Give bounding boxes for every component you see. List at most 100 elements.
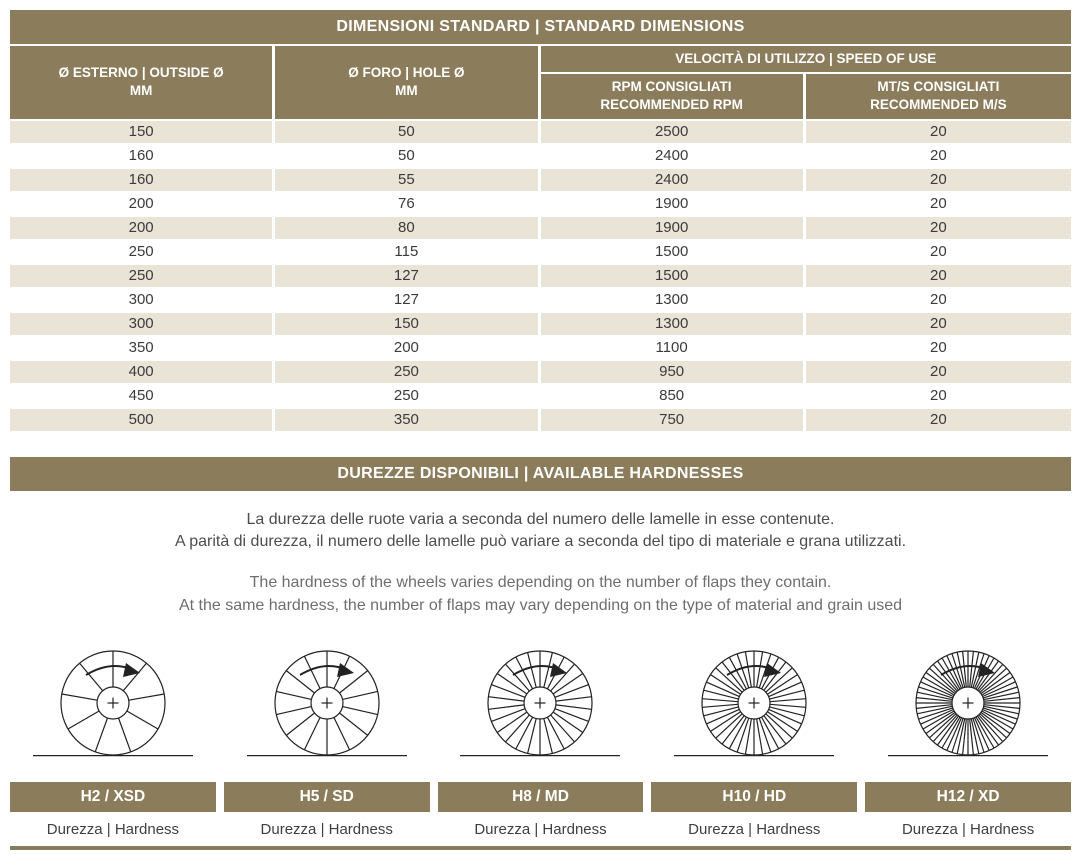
cell-recommended-ms: 20 xyxy=(805,288,1071,313)
cell-outside-diameter: 400 xyxy=(10,360,276,385)
hardness-title: DUREZZE DISPONIBILI | AVAILABLE HARDNESS… xyxy=(10,456,1071,491)
standard-dimensions-title: DIMENSIONI STANDARD | STANDARD DIMENSION… xyxy=(10,10,1071,44)
table-row: 160 55 2400 20 xyxy=(10,168,1071,193)
hardness-items: H2 / XSD Durezza | Hardness H5 / SD Dure… xyxy=(10,646,1071,838)
cell-outside-diameter: 250 xyxy=(10,240,276,265)
section-gap xyxy=(10,433,1071,457)
cell-recommended-rpm: 1500 xyxy=(540,240,806,265)
cell-recommended-ms: 20 xyxy=(805,408,1071,433)
cell-hole-diameter: 150 xyxy=(275,312,541,337)
cell-hole-diameter: 55 xyxy=(275,168,541,193)
flap-wheel-illustration xyxy=(28,646,198,764)
flap-wheel-illustration xyxy=(669,646,839,764)
cell-hole-diameter: 115 xyxy=(275,240,541,265)
flap-wheel-illustration xyxy=(883,646,1053,764)
header-recommended-rpm-line2: RECOMMENDED RPM xyxy=(600,97,743,113)
cell-recommended-ms: 20 xyxy=(805,264,1071,289)
table-row: 160 50 2400 20 xyxy=(10,144,1071,169)
header-outside-diameter-line1: Ø ESTERNO | OUTSIDE Ø xyxy=(58,65,224,81)
hardness-grade-label: H5 / SD xyxy=(223,781,430,812)
header-hole-diameter-line2: MM xyxy=(395,83,418,99)
dimensions-table: Ø ESTERNO | OUTSIDE Ø MM Ø FORO | HOLE Ø… xyxy=(10,46,1071,433)
dimensions-table-head: Ø ESTERNO | OUTSIDE Ø MM Ø FORO | HOLE Ø… xyxy=(10,46,1071,121)
cell-recommended-rpm: 750 xyxy=(540,408,806,433)
hardness-text-english-line2: At the same hardness, the number of flap… xyxy=(178,596,903,614)
hardness-item: H2 / XSD Durezza | Hardness xyxy=(10,646,216,838)
cell-outside-diameter: 450 xyxy=(10,384,276,409)
cell-hole-diameter: 76 xyxy=(275,192,541,217)
table-row: 350 200 1100 20 xyxy=(10,336,1071,361)
cell-hole-diameter: 80 xyxy=(275,216,541,241)
table-row: 300 127 1300 20 xyxy=(10,288,1071,313)
hardness-item: H12 / XD Durezza | Hardness xyxy=(865,646,1071,838)
flap-wheel-svg xyxy=(32,649,193,756)
table-row: 450 250 850 20 xyxy=(10,384,1071,409)
cell-recommended-rpm: 2400 xyxy=(540,168,806,193)
flap-wheel-svg xyxy=(246,649,407,756)
table-row: 150 50 2500 20 xyxy=(10,120,1071,145)
cell-recommended-ms: 20 xyxy=(805,336,1071,361)
flap-wheel-svg xyxy=(674,649,835,756)
cell-hole-diameter: 50 xyxy=(275,144,541,169)
cell-recommended-ms: 20 xyxy=(805,360,1071,385)
hardness-text-italian-line2: A parità di durezza, il numero delle lam… xyxy=(174,533,907,551)
header-recommended-ms: MT/S CONSIGLIATI RECOMMENDED M/S xyxy=(805,74,1071,121)
bottom-rule xyxy=(10,845,1071,850)
cell-outside-diameter: 300 xyxy=(10,288,276,313)
catalog-page: DIMENSIONI STANDARD | STANDARD DIMENSION… xyxy=(10,10,1071,850)
hardness-caption: Durezza | Hardness xyxy=(260,820,393,838)
header-outside-diameter-line2: MM xyxy=(129,83,153,99)
cell-recommended-ms: 20 xyxy=(805,312,1071,337)
cell-outside-diameter: 150 xyxy=(10,120,276,145)
cell-outside-diameter: 200 xyxy=(10,216,276,241)
cell-recommended-rpm: 950 xyxy=(540,360,806,385)
hardness-text-english: The hardness of the wheels varies depend… xyxy=(10,572,1071,617)
cell-hole-diameter: 250 xyxy=(275,384,541,409)
hardness-text-english-line1: The hardness of the wheels varies depend… xyxy=(249,574,832,592)
cell-recommended-ms: 20 xyxy=(805,168,1071,193)
flap-wheel-illustration xyxy=(242,646,412,764)
cell-outside-diameter: 350 xyxy=(10,336,276,361)
cell-recommended-ms: 20 xyxy=(805,120,1071,145)
cell-recommended-rpm: 1100 xyxy=(540,336,806,361)
cell-recommended-ms: 20 xyxy=(805,240,1071,265)
header-speed-group: VELOCITÀ DI UTILIZZO | SPEED OF USE xyxy=(540,46,1071,75)
hardness-caption: Durezza | Hardness xyxy=(901,820,1035,838)
hardness-grade-label: H12 / XD xyxy=(865,781,1071,812)
header-hole-diameter-line1: Ø FORO | HOLE Ø xyxy=(348,65,465,81)
table-row: 250 127 1500 20 xyxy=(10,264,1071,289)
cell-hole-diameter: 50 xyxy=(275,120,541,145)
cell-recommended-rpm: 1300 xyxy=(540,288,806,313)
hardness-caption: Durezza | Hardness xyxy=(474,820,607,838)
cell-outside-diameter: 500 xyxy=(10,408,276,433)
header-recommended-ms-line1: MT/S CONSIGLIATI xyxy=(877,79,1000,95)
flap-wheel-illustration xyxy=(455,646,625,764)
cell-outside-diameter: 200 xyxy=(10,192,276,217)
cell-recommended-ms: 20 xyxy=(805,384,1071,409)
cell-outside-diameter: 300 xyxy=(10,312,276,337)
hardness-item: H5 / SD Durezza | Hardness xyxy=(223,646,430,838)
cell-recommended-rpm: 1300 xyxy=(540,312,806,337)
table-row: 200 76 1900 20 xyxy=(10,192,1071,217)
cell-hole-diameter: 127 xyxy=(275,288,541,313)
hardness-item: H10 / HD Durezza | Hardness xyxy=(651,646,858,838)
table-row: 500 350 750 20 xyxy=(10,408,1071,433)
flap-wheel-svg xyxy=(460,649,621,756)
hardness-item: H8 / MD Durezza | Hardness xyxy=(437,646,644,838)
hardness-caption: Durezza | Hardness xyxy=(46,820,180,838)
flap-wheel-svg xyxy=(888,649,1049,756)
hardness-caption: Durezza | Hardness xyxy=(688,820,821,838)
cell-recommended-ms: 20 xyxy=(805,144,1071,169)
cell-recommended-rpm: 850 xyxy=(540,384,806,409)
cell-recommended-rpm: 1900 xyxy=(540,192,806,217)
header-recommended-rpm: RPM CONSIGLIATI RECOMMENDED RPM xyxy=(540,74,806,121)
hardness-grade-label: H10 / HD xyxy=(651,781,858,812)
header-hole-diameter: Ø FORO | HOLE Ø MM xyxy=(275,46,541,121)
table-row: 200 80 1900 20 xyxy=(10,216,1071,241)
header-outside-diameter: Ø ESTERNO | OUTSIDE Ø MM xyxy=(10,46,276,121)
dimensions-table-body: 150 50 2500 20 160 50 2400 20 160 55 240… xyxy=(10,120,1071,433)
cell-recommended-ms: 20 xyxy=(805,192,1071,217)
cell-outside-diameter: 250 xyxy=(10,264,276,289)
cell-hole-diameter: 350 xyxy=(275,408,541,433)
header-recommended-ms-line2: RECOMMENDED M/S xyxy=(870,97,1007,113)
